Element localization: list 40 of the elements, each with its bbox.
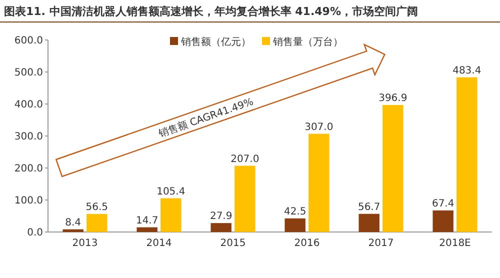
x-tick-label: 2017 xyxy=(368,238,394,249)
y-tick-label: 400.0 xyxy=(14,100,43,110)
bar xyxy=(284,218,306,232)
data-label: 67.4 xyxy=(432,198,454,210)
y-tick-label: 500.0 xyxy=(14,68,43,78)
legend-label: 销售额（亿元） xyxy=(180,36,251,48)
bar xyxy=(234,166,256,232)
bar xyxy=(308,134,330,232)
bar xyxy=(382,104,404,232)
legend-label: 销售量（万台） xyxy=(272,36,343,48)
data-label: 42.5 xyxy=(284,206,306,218)
data-label: 105.4 xyxy=(156,186,186,198)
data-label: 8.4 xyxy=(65,217,82,228)
chart-title: 图表11. 中国清洁机器人销售额高速增长，年均复合增长率 41.49%，市场空间广阔 xyxy=(4,5,418,18)
bar xyxy=(210,223,232,232)
x-tick-label: 2014 xyxy=(146,238,172,249)
data-label: 56.7 xyxy=(358,202,380,213)
x-tick-label: 2018E xyxy=(439,238,471,249)
bar xyxy=(432,210,454,232)
x-tick-label: 2013 xyxy=(72,238,98,249)
bar xyxy=(358,214,380,232)
x-tick-label: 2016 xyxy=(294,238,320,249)
data-label: 307.0 xyxy=(304,122,334,133)
y-tick-label: 300.0 xyxy=(14,132,43,142)
bar xyxy=(136,227,158,232)
y-tick-label: 100.0 xyxy=(14,196,43,206)
bar xyxy=(456,77,478,232)
bar xyxy=(86,214,108,232)
data-label: 27.9 xyxy=(210,211,232,222)
data-label: 56.5 xyxy=(86,202,108,213)
y-tick-label: 0.0 xyxy=(27,228,43,238)
x-tick-label: 2015 xyxy=(220,238,246,249)
data-label: 207.0 xyxy=(230,154,260,165)
y-tick-label: 200.0 xyxy=(14,164,43,174)
bar xyxy=(160,198,182,232)
bar xyxy=(62,229,84,232)
data-label: 396.9 xyxy=(378,92,408,104)
y-tick-label: 600.0 xyxy=(14,36,43,46)
data-label: 483.4 xyxy=(452,65,482,76)
data-label: 14.7 xyxy=(136,215,158,226)
